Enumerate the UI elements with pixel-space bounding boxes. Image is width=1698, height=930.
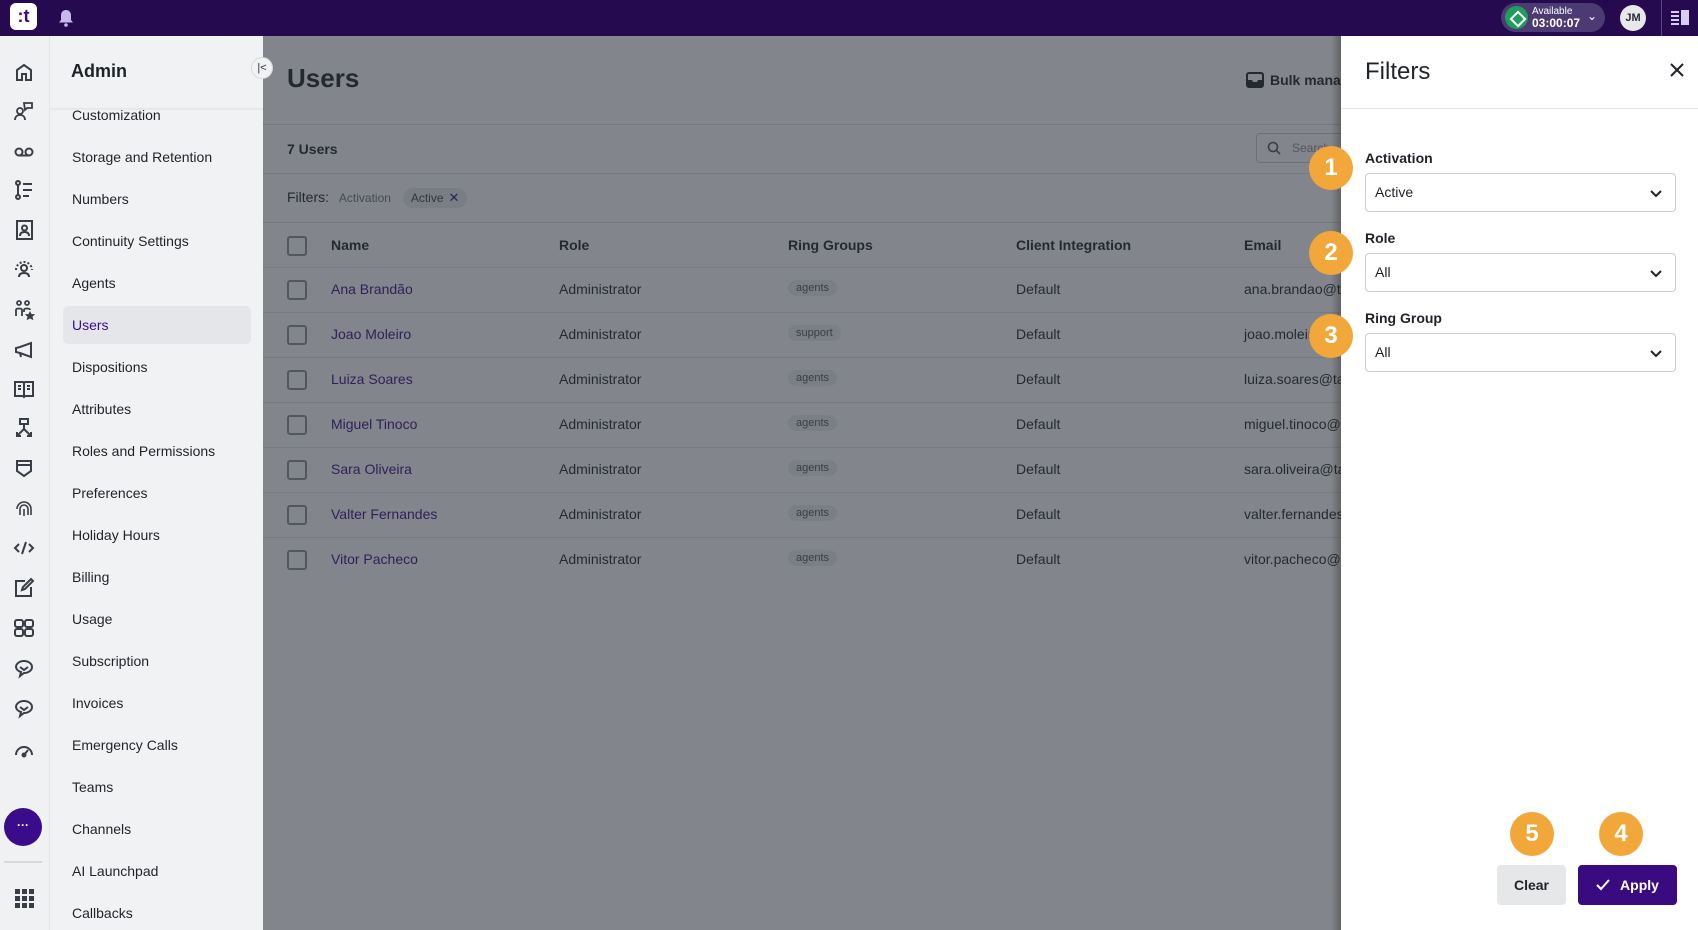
annotation-badge-5: 5: [1510, 812, 1554, 856]
chat-icon[interactable]: [13, 657, 35, 679]
apply-label: Apply: [1620, 877, 1659, 893]
divider: [1341, 108, 1698, 109]
edit-icon[interactable]: [13, 577, 35, 599]
sidebar-item-numbers[interactable]: Numbers: [72, 191, 129, 207]
activation-select[interactable]: Active: [1365, 173, 1676, 212]
filters-panel: Filters Activation Active Role All Ring …: [1341, 36, 1698, 930]
admin-sidebar: Admin Customization Storage and Retentio…: [50, 36, 263, 930]
sidebar-item-subscription[interactable]: Subscription: [72, 653, 150, 669]
chevron-down-icon: ⌄: [1587, 9, 1598, 23]
fingerprint-icon[interactable]: [13, 497, 35, 519]
available-status-icon: [1505, 6, 1528, 29]
chat-alt-icon[interactable]: [13, 697, 35, 719]
shield-icon[interactable]: [13, 457, 35, 479]
divider: [50, 108, 263, 111]
user-avatar[interactable]: JM: [1620, 5, 1646, 31]
sidebar-item-customization[interactable]: Customization: [72, 107, 161, 123]
contacts-icon[interactable]: [13, 219, 35, 241]
campaign-icon[interactable]: [13, 338, 35, 360]
role-value: All: [1375, 264, 1391, 280]
sidebar-item-continuity-settings[interactable]: Continuity Settings: [72, 233, 189, 249]
sidebar-item-roles-and-permissions[interactable]: Roles and Permissions: [72, 443, 216, 459]
sidebar-item-storage-and-retention[interactable]: Storage and Retention: [72, 149, 213, 165]
bell-icon[interactable]: [58, 9, 74, 27]
divider: [1661, 0, 1662, 36]
sidebar-item-agents[interactable]: Agents: [72, 275, 116, 291]
sidebar-item-callbacks[interactable]: Callbacks: [72, 905, 133, 921]
voicemail-icon[interactable]: [13, 140, 35, 162]
chevron-down-icon: [1650, 190, 1662, 198]
role-select[interactable]: All: [1365, 253, 1676, 292]
top-bar: :t Available 03:00:07 ⌄ JM: [0, 0, 1698, 36]
sidebar-item-teams[interactable]: Teams: [72, 779, 114, 795]
sidebar-item-usage[interactable]: Usage: [72, 611, 113, 627]
apps-grid-icon[interactable]: [13, 617, 35, 639]
agent-status-icon[interactable]: [13, 259, 35, 281]
icon-rail: ···: [0, 36, 50, 930]
sidebar-item-preferences[interactable]: Preferences: [72, 485, 148, 501]
side-panel-toggle-icon[interactable]: [1671, 10, 1689, 25]
annotation-badge-1: 1: [1309, 146, 1353, 190]
list-icon[interactable]: [13, 179, 35, 201]
chevron-down-icon: [1650, 350, 1662, 358]
apply-button[interactable]: Apply: [1578, 865, 1677, 905]
sidebar-item-emergency-calls[interactable]: Emergency Calls: [72, 737, 178, 753]
close-icon[interactable]: [1667, 60, 1687, 80]
divider: [4, 861, 42, 863]
speedometer-icon[interactable]: [13, 739, 35, 761]
team-star-icon[interactable]: [13, 298, 36, 321]
sidebar-item-holiday-hours[interactable]: Holiday Hours: [72, 527, 160, 543]
role-label: Role: [1365, 230, 1396, 246]
sidebar-item-billing[interactable]: Billing: [72, 569, 110, 585]
home-icon[interactable]: [13, 61, 35, 83]
sidebar-item-channels[interactable]: Channels: [72, 821, 132, 837]
agent-status-selector[interactable]: Available 03:00:07 ⌄: [1501, 3, 1605, 32]
flow-icon[interactable]: [13, 417, 35, 439]
admin-title: Admin: [71, 61, 127, 81]
status-timer: 03:00:07: [1532, 16, 1581, 30]
conversations-icon[interactable]: [13, 100, 35, 122]
knowledge-base-icon[interactable]: [13, 378, 35, 400]
sidebar-item-ai-launchpad[interactable]: AI Launchpad: [72, 863, 159, 879]
code-icon[interactable]: [13, 537, 35, 559]
ring-group-select[interactable]: All: [1365, 333, 1676, 372]
sidebar-item-dispositions[interactable]: Dispositions: [72, 359, 148, 375]
ring-group-value: All: [1375, 344, 1391, 360]
more-apps-button[interactable]: ···: [4, 808, 42, 846]
annotation-badge-4: 4: [1599, 812, 1643, 856]
annotation-badge-2: 2: [1309, 231, 1353, 275]
collapse-sidebar-button[interactable]: |<: [251, 57, 273, 79]
checkmark-icon: [1596, 879, 1610, 891]
modal-backdrop[interactable]: [263, 36, 1341, 930]
status-label: Available: [1532, 6, 1573, 17]
app-launcher-grid-icon[interactable]: [13, 887, 35, 909]
app-logo[interactable]: :t: [10, 3, 37, 30]
chevron-down-icon: [1650, 270, 1662, 278]
sidebar-item-attributes[interactable]: Attributes: [72, 401, 132, 417]
sidebar-item-users[interactable]: Users: [63, 306, 251, 344]
filters-panel-title: Filters: [1365, 58, 1431, 85]
annotation-badge-3: 3: [1309, 314, 1353, 358]
activation-label: Activation: [1365, 150, 1433, 166]
sidebar-item-invoices[interactable]: Invoices: [72, 695, 124, 711]
panel-shadow: [1331, 36, 1341, 930]
clear-button[interactable]: Clear: [1497, 865, 1566, 905]
activation-value: Active: [1375, 184, 1414, 200]
ring-group-label: Ring Group: [1365, 310, 1442, 326]
